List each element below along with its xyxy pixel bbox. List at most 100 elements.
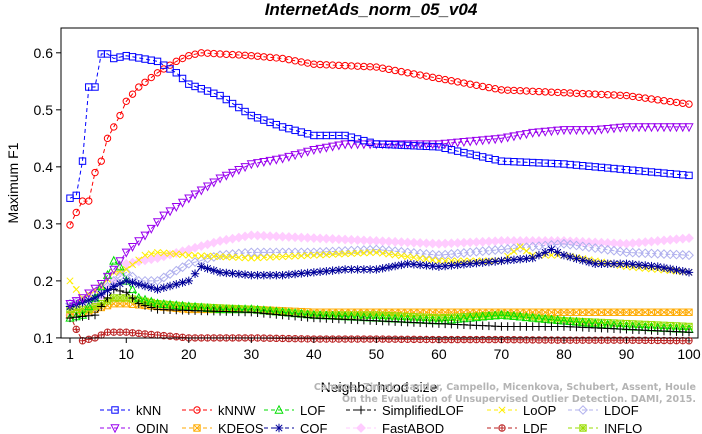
data-point-loop: [310, 251, 318, 259]
data-point-knn: [303, 130, 312, 138]
data-point-cof: [503, 256, 512, 265]
data-point-ldof: [590, 243, 601, 253]
legend-item-cof: COF: [264, 421, 328, 434]
data-point-loop: [435, 257, 443, 265]
data-point-loop: [316, 251, 324, 259]
data-point-cof: [359, 265, 369, 274]
data-point-ldf: [335, 335, 343, 343]
data-point-cof: [228, 269, 237, 278]
data-point-cof: [647, 261, 656, 271]
data-point-ldf: [147, 330, 155, 339]
data-point-cof: [397, 260, 406, 270]
series-simplifiedlof: [65, 285, 694, 337]
chart-title: InternetAds_norm_05_v04: [265, 0, 478, 19]
data-point-lof: [534, 313, 544, 323]
legend-item-ldof: LDOF: [568, 403, 639, 418]
data-point-odin: [146, 224, 156, 234]
data-point-cof: [484, 257, 494, 267]
data-point-cof: [622, 259, 631, 268]
data-point-odin: [365, 140, 375, 150]
data-point-odin: [521, 130, 532, 140]
data-point-ldf: [97, 331, 105, 339]
legend-label-knnw: kNNW: [218, 403, 256, 418]
data-point-loop: [197, 252, 205, 260]
legend-marker-fastabod: [356, 423, 366, 433]
data-point-loop: [72, 285, 80, 293]
data-point-loop: [279, 253, 287, 261]
legend-marker-simplifiedlof: [356, 405, 366, 415]
data-point-ldf: [285, 334, 293, 343]
data-point-knnw: [135, 83, 143, 91]
data-point-fastabod: [246, 230, 257, 241]
data-point-odin: [653, 123, 663, 133]
data-point-ldof: [634, 248, 644, 258]
data-point-fastabod: [427, 238, 438, 249]
data-point-loop: [235, 253, 243, 262]
data-point-odin: [290, 151, 300, 161]
data-point-ldof: [615, 246, 626, 257]
data-point-cof: [566, 252, 575, 262]
legend-label-simplifiedlof: SimplifiedLOF: [382, 403, 464, 418]
legend-label-knn: kNN: [136, 403, 161, 418]
data-point-fastabod: [559, 236, 569, 246]
data-point-ldof: [165, 269, 175, 279]
data-point-lof: [515, 311, 525, 321]
data-point-fastabod: [402, 237, 413, 248]
data-point-odin: [90, 284, 100, 294]
data-point-loop: [128, 261, 137, 269]
data-point-simplifiedlof: [78, 312, 87, 321]
data-point-simplifiedlof: [247, 308, 256, 317]
legend-label-loop: LoOP: [523, 403, 556, 418]
data-point-cof: [478, 258, 487, 267]
data-point-odin: [215, 174, 225, 184]
plot-frame: [60, 27, 699, 339]
data-point-ldf: [316, 335, 324, 343]
data-point-cof: [403, 259, 412, 268]
x-tick-label: 1: [66, 346, 74, 362]
data-point-ldf: [472, 335, 481, 344]
x-axis-label: Neighborhood size: [321, 379, 438, 395]
y-tick-label: 0.6: [34, 45, 54, 61]
data-point-ldf: [153, 331, 162, 339]
data-point-simplifiedlof: [278, 310, 287, 320]
data-point-cof: [528, 253, 537, 263]
data-point-odin: [478, 136, 488, 146]
data-point-odin: [140, 231, 150, 241]
data-point-loop: [254, 254, 262, 262]
data-point-fastabod: [315, 233, 326, 244]
data-point-lof: [109, 255, 119, 265]
data-point-ldof: [652, 248, 663, 259]
data-point-ldf: [122, 328, 130, 336]
data-point-loop: [241, 254, 249, 262]
data-point-cof: [147, 283, 156, 292]
data-point-fastabod: [609, 238, 619, 249]
data-point-simplifiedlof: [134, 299, 143, 308]
legend-marker-inflo: [579, 424, 587, 432]
data-point-lof: [96, 281, 106, 291]
data-point-loop: [304, 251, 312, 260]
data-point-knnw: [178, 54, 187, 63]
data-point-cof: [609, 259, 619, 268]
data-point-odin: [634, 123, 644, 133]
data-point-ldf: [510, 336, 518, 344]
data-point-loop: [516, 243, 524, 251]
x-tick-label: 20: [181, 346, 197, 362]
data-point-loop: [335, 250, 343, 258]
legend-label-ldf: LDF: [523, 421, 548, 434]
data-point-loop: [204, 252, 212, 260]
legend-label-fastabod: FastABOD: [382, 421, 444, 434]
data-point-knn: [310, 131, 318, 140]
data-point-ldof: [421, 249, 432, 259]
legend-item-kdeos: KDEOS: [182, 421, 264, 434]
data-point-fastabod: [358, 235, 369, 246]
data-point-loop: [222, 253, 230, 261]
data-point-knnw: [85, 197, 93, 205]
data-point-knnw: [103, 134, 112, 143]
data-point-simplifiedlof: [97, 302, 106, 311]
data-point-cof: [259, 270, 269, 280]
data-point-cof: [597, 259, 606, 268]
x-tick-label: 50: [369, 346, 385, 362]
data-point-loop: [441, 257, 449, 265]
data-point-odin: [340, 140, 350, 150]
